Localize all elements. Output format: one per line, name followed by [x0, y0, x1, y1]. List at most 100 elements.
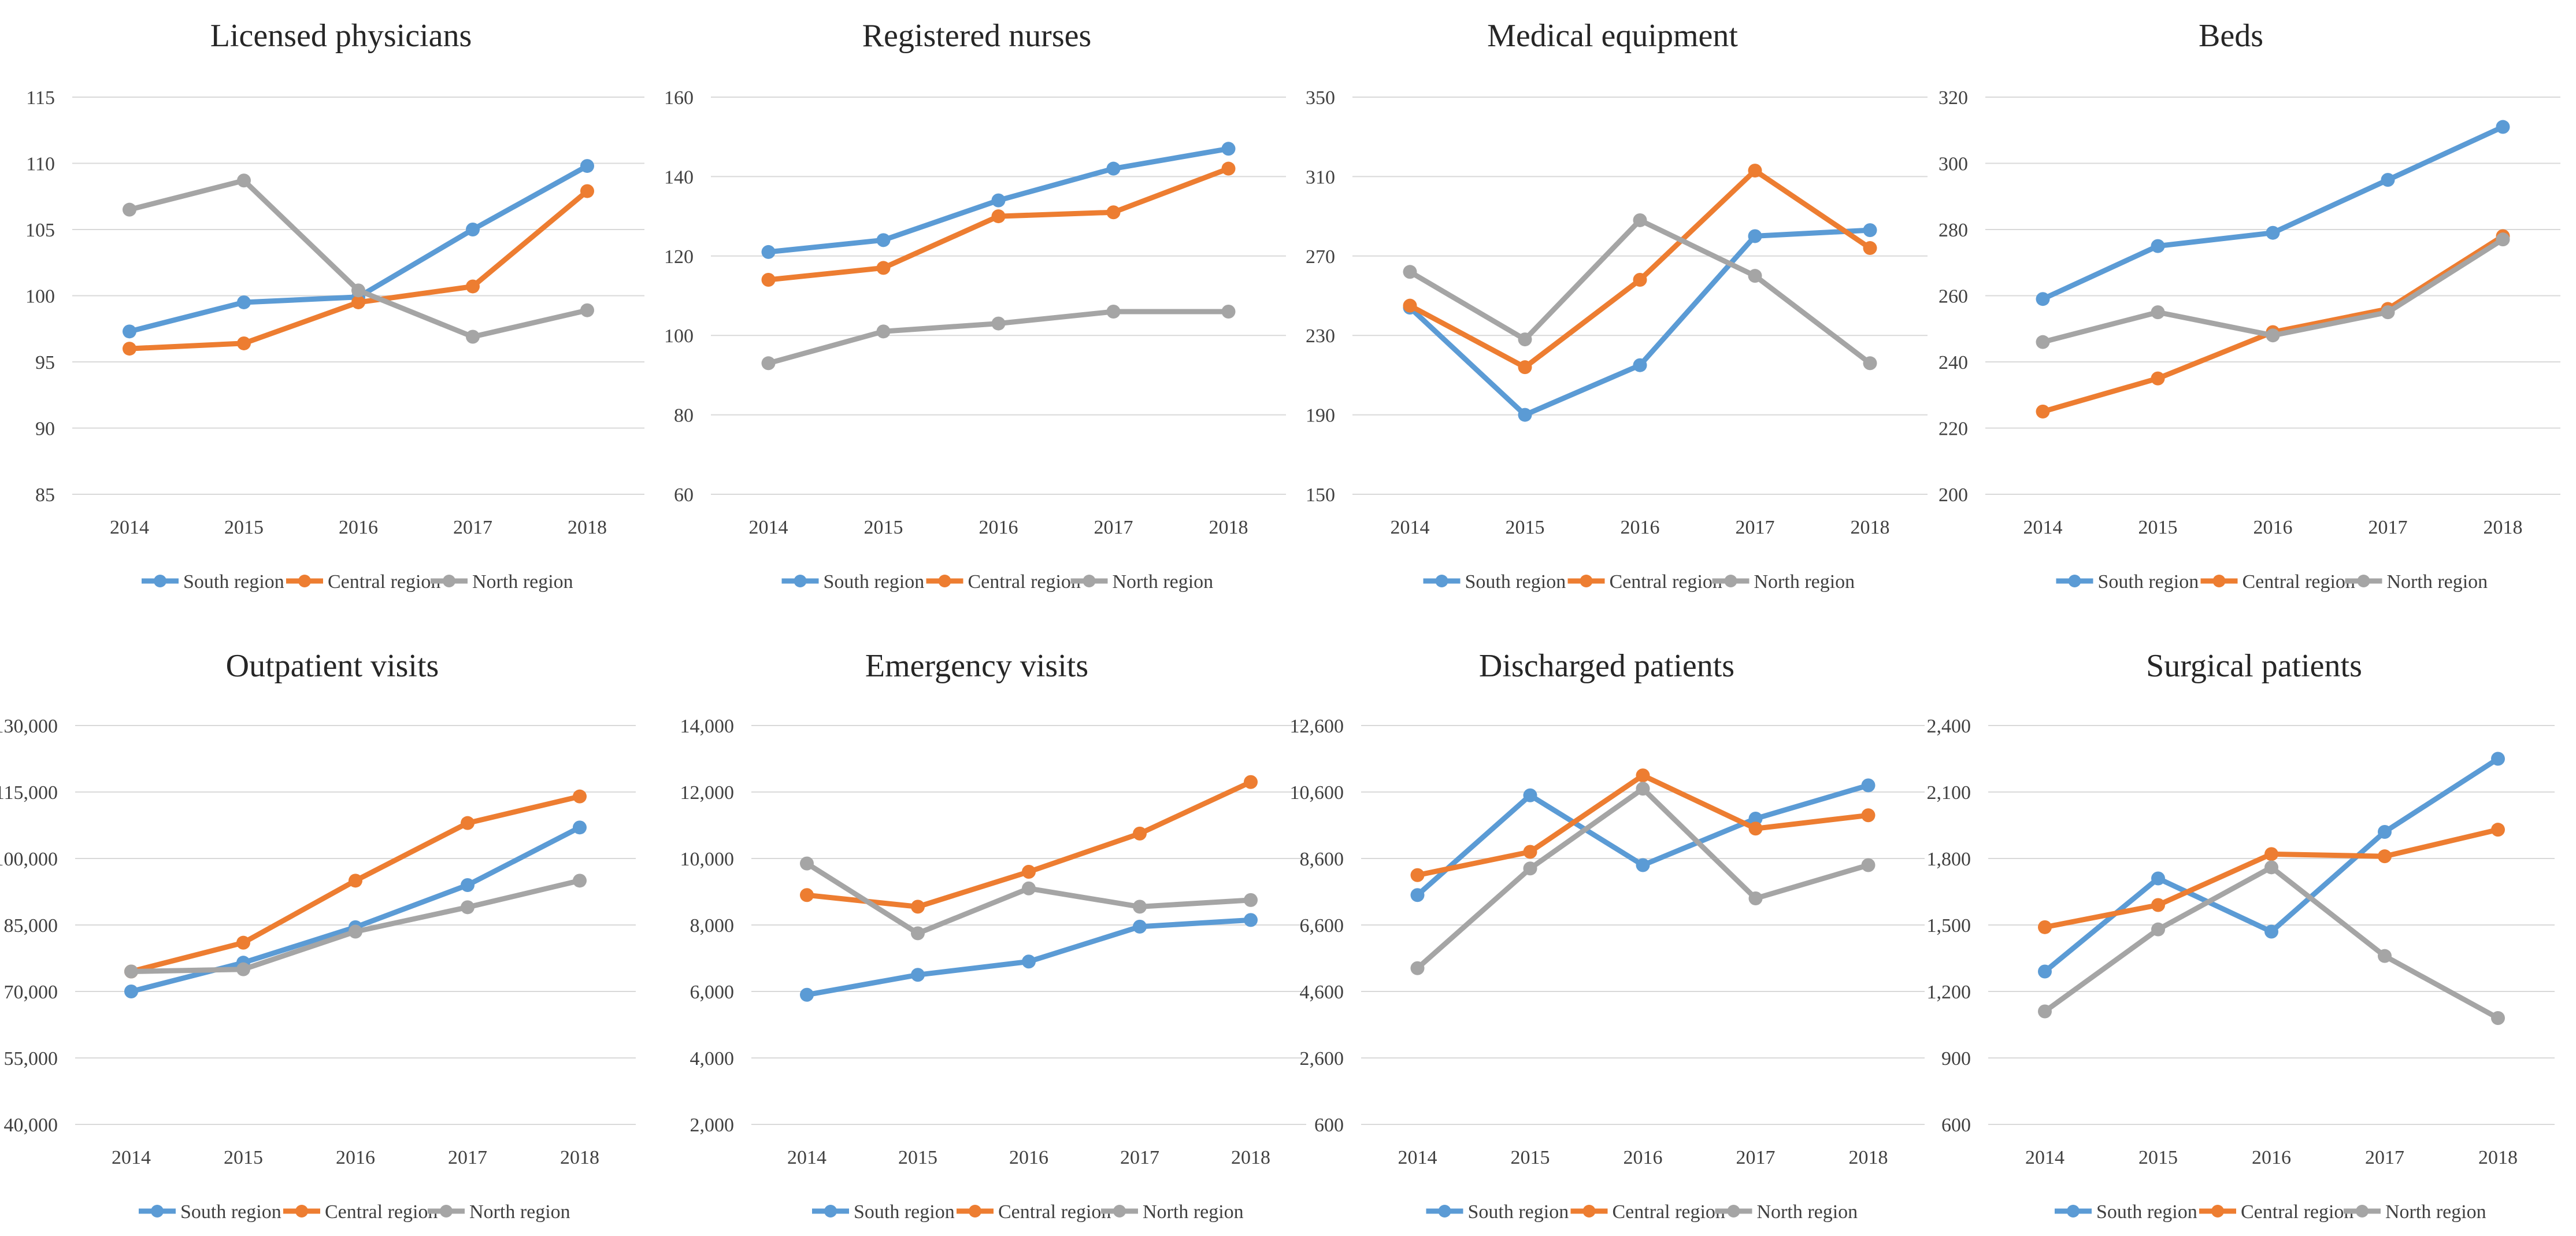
registered-nurses-south-region-point — [991, 193, 1006, 208]
surgical-patients-y-tick-label: 1,200 — [1927, 982, 1971, 1003]
registered-nurses-y-tick-label: 160 — [664, 87, 694, 109]
discharged-patients-y-tick-label: 6,600 — [1300, 915, 1344, 937]
licensed-physicians-south-region-point — [123, 324, 136, 339]
licensed-physicians-x-tick-label: 2015 — [224, 517, 264, 538]
surgical-patients-y-tick-label: 1,500 — [1927, 915, 1971, 937]
medical-equipment-x-tick-label: 2017 — [1736, 517, 1775, 538]
outpatient-visits-north-region-point — [124, 964, 138, 979]
registered-nurses-central-region-point — [761, 273, 776, 287]
beds-y-tick-label: 300 — [1939, 154, 1968, 175]
discharged-patients-legend-swatch-marker — [1727, 1205, 1740, 1218]
beds-x-tick-label: 2018 — [2484, 517, 2523, 538]
beds-x-tick-label: 2014 — [2023, 517, 2063, 538]
surgical-patients-south-region-point — [2151, 871, 2165, 886]
registered-nurses-y-tick-label: 60 — [674, 484, 694, 506]
beds-legend-label: Central region — [2243, 571, 2355, 593]
outpatient-visits-legend-swatch-marker — [151, 1205, 164, 1218]
licensed-physicians-panel: Licensed physicians 85 90 95 100 105 110 115 201… — [25, 18, 644, 593]
beds-y-tick-label: 260 — [1939, 286, 1968, 308]
outpatient-visits-y-tick-label: 70,000 — [4, 982, 58, 1003]
outpatient-visits-south-region-point — [573, 820, 587, 835]
registered-nurses-central-region-line — [766, 166, 1231, 283]
licensed-physicians-x-tick-label: 2014 — [110, 517, 149, 538]
licensed-physicians-legend-swatch-marker — [154, 575, 166, 587]
medical-equipment-north-region-point — [1863, 356, 1877, 371]
registered-nurses-panel: Registered nurses 60 80 100 120 140 160 2014 201… — [664, 18, 1286, 593]
beds-legend-south-region: South region — [2056, 571, 2199, 593]
licensed-physicians-north-region-point — [123, 202, 136, 217]
discharged-patients-x-tick-label: 2014 — [1398, 1147, 1437, 1168]
emergency-visits-y-tick-label: 12,000 — [680, 782, 735, 804]
registered-nurses-legend-swatch-marker — [794, 575, 807, 587]
beds-south-region-point — [2496, 120, 2510, 134]
outpatient-visits-x-tick-label: 2015 — [224, 1147, 263, 1168]
beds-y-tick-label: 320 — [1939, 87, 1968, 109]
beds-north-region-point — [2496, 232, 2510, 247]
discharged-patients-legend-label: South region — [1468, 1201, 1569, 1223]
registered-nurses-y-tick-label: 140 — [664, 166, 694, 188]
discharged-patients-north-region-point — [1410, 961, 1425, 975]
licensed-physicians-x-tick-label: 2017 — [453, 517, 492, 538]
medical-equipment-y-tick-label: 310 — [1306, 166, 1335, 188]
discharged-patients-legend-south-region: South region — [1426, 1201, 1569, 1223]
licensed-physicians-north-region-point — [351, 283, 365, 298]
outpatient-visits-south-region-point — [124, 985, 138, 998]
beds-title: Beds — [2199, 18, 2263, 54]
registered-nurses-x-tick-label: 2017 — [1094, 517, 1133, 538]
surgical-patients-south-region-point — [2378, 825, 2392, 839]
medical-equipment-x-tick-label: 2016 — [1621, 517, 1660, 538]
emergency-visits-x-tick-label: 2017 — [1120, 1147, 1159, 1168]
beds-legend-swatch-marker — [2212, 575, 2226, 587]
licensed-physicians-x-tick-label: 2016 — [339, 517, 378, 538]
emergency-visits-north-region-point — [800, 856, 814, 871]
licensed-physicians-legend-south-region: South region — [142, 571, 284, 593]
surgical-patients-north-region-point — [2378, 949, 2392, 963]
discharged-patients-south-region-point — [1523, 788, 1537, 802]
beds-x-tick-label: 2017 — [2369, 517, 2408, 538]
discharged-patients-panel: Discharged patients 600 2,600 4,600 6,600 8,6… — [1290, 648, 1925, 1223]
beds-legend-swatch-marker — [2068, 575, 2081, 587]
medical-equipment-panel: Medical equipment 150 190 230 270 310 350 2014 2… — [1306, 18, 1928, 593]
surgical-patients-legend-label: Central region — [2241, 1201, 2353, 1223]
beds-y-tick-label: 280 — [1939, 220, 1968, 241]
surgical-patients-legend-swatch-marker — [2067, 1205, 2080, 1218]
discharged-patients-title: Discharged patients — [1479, 648, 1734, 684]
registered-nurses-south-region-point — [876, 233, 891, 247]
surgical-patients-x-tick-label: 2014 — [2025, 1147, 2064, 1168]
outpatient-visits-x-tick-label: 2014 — [112, 1147, 151, 1168]
registered-nurses-central-region-point — [1106, 205, 1121, 220]
discharged-patients-south-region-point — [1748, 812, 1763, 826]
surgical-patients-x-tick-label: 2015 — [2138, 1147, 2178, 1168]
discharged-patients-central-region-point — [1748, 821, 1763, 836]
medical-equipment-central-region-point — [1748, 164, 1762, 178]
registered-nurses-x-tick-label: 2018 — [1209, 517, 1248, 538]
discharged-patients-north-region-point — [1636, 782, 1650, 796]
beds-legend-north-region: North region — [2345, 571, 2488, 593]
emergency-visits-x-tick-label: 2014 — [787, 1147, 826, 1168]
surgical-patients-y-tick-label: 900 — [1941, 1048, 1971, 1070]
licensed-physicians-legend-swatch-marker — [443, 575, 455, 587]
registered-nurses-north-region-point — [1106, 304, 1121, 319]
surgical-patients-x-tick-label: 2018 — [2478, 1147, 2518, 1168]
medical-equipment-legend-south-region: South region — [1423, 571, 1566, 593]
emergency-visits-x-tick-label: 2015 — [898, 1147, 937, 1168]
discharged-patients-central-region-point — [1861, 808, 1876, 823]
medical-equipment-south-region-point — [1863, 223, 1877, 238]
discharged-patients-legend-central-region: Central region — [1570, 1201, 1725, 1223]
outpatient-visits-legend-swatch-marker — [440, 1205, 453, 1218]
outpatient-visits-x-tick-label: 2016 — [336, 1147, 375, 1168]
emergency-visits-x-tick-label: 2018 — [1231, 1147, 1270, 1168]
surgical-patients-north-region-point — [2264, 860, 2278, 875]
surgical-patients-legend-central-region: Central region — [2199, 1201, 2353, 1223]
beds-north-region-point — [2266, 328, 2280, 343]
discharged-patients-legend-swatch-marker — [1582, 1205, 1596, 1218]
outpatient-visits-central-region-point — [236, 935, 250, 950]
medical-equipment-legend-north-region: North region — [1712, 571, 1855, 593]
licensed-physicians-y-tick-label: 100 — [25, 286, 55, 308]
surgical-patients-north-region-point — [2151, 922, 2165, 937]
medical-equipment-north-region-point — [1518, 332, 1532, 347]
surgical-patients-legend-swatch-marker — [2356, 1205, 2369, 1218]
surgical-patients-y-tick-label: 600 — [1941, 1115, 1971, 1136]
emergency-visits-north-region-point — [1244, 893, 1258, 907]
